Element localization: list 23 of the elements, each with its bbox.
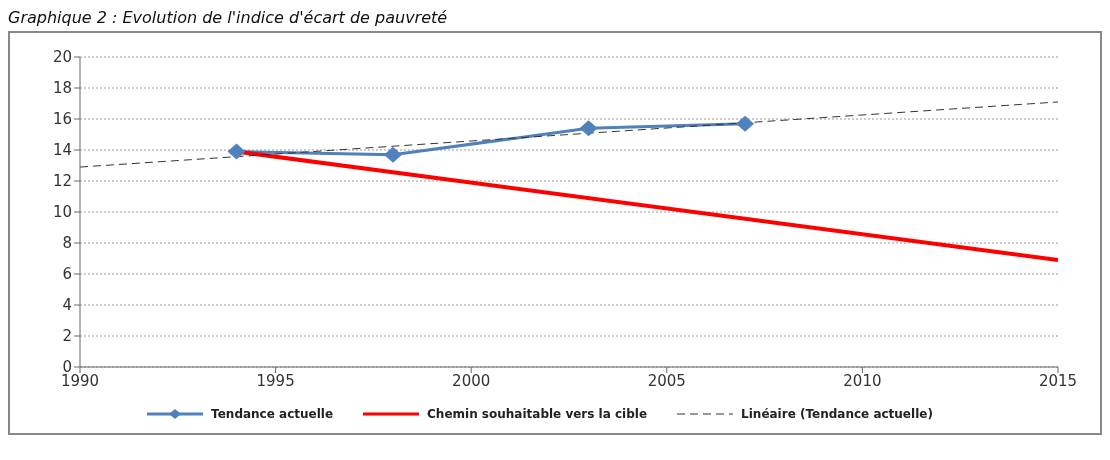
x-tick-label: 2010: [843, 371, 882, 390]
legend-label: Tendance actuelle: [211, 407, 334, 421]
y-tick-label: 10: [52, 203, 72, 222]
x-tick-label: 2005: [647, 371, 686, 390]
point: [736, 115, 755, 132]
y-tick-label: 18: [52, 79, 72, 98]
y-tick-label: 12: [52, 172, 72, 191]
y-tick-label: 14: [52, 141, 72, 160]
point: [227, 143, 246, 160]
x-tick-label: 1995: [256, 371, 295, 390]
y-tick-label: 16: [52, 110, 72, 129]
x-tick-label: 2015: [1038, 371, 1078, 390]
point: [579, 120, 598, 137]
y-tick-label: 20: [52, 48, 72, 67]
y-tick-label: 4: [62, 296, 72, 315]
y-tick-label: 8: [62, 234, 72, 253]
legend-label: Chemin souhaitable vers la cible: [427, 407, 648, 421]
point: [383, 146, 402, 163]
legend-label: Linéaire (Tendance actuelle): [741, 407, 933, 421]
chart-title: Graphique 2 : Evolution de l'indice d'écart de pauvreté: [8, 8, 449, 27]
y-tick-label: 6: [62, 265, 72, 284]
y-tick-label: 2: [62, 327, 72, 346]
x-tick-label: 2000: [452, 371, 491, 390]
